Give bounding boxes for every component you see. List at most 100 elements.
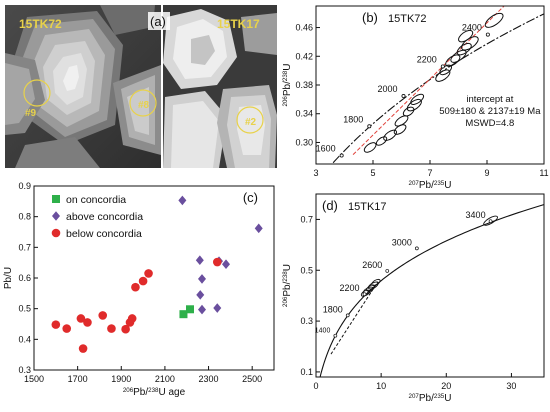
b-x-axis-label-part-2: 235	[434, 180, 445, 187]
c-point-on-concordia-0	[179, 310, 188, 319]
spot-circle-8	[129, 89, 157, 117]
spot-circle-9	[23, 79, 51, 107]
d-x-axis-label-part-0: 207	[409, 393, 420, 400]
b-y-tick-label-3: 0.42	[295, 51, 313, 61]
b-x-tick-label-4: 11	[539, 168, 548, 178]
d-age-label-2200: 2200	[340, 283, 360, 293]
d-error-ellipse-4	[371, 278, 381, 286]
pbu-vs-age-plot: 1500 1700 1900 2100 2300 2500 0.3 0.4 0.5 0.6 0.7 0…	[3, 181, 275, 399]
d-panel-label: (d)	[322, 198, 338, 213]
cl-image-15tk72	[5, 5, 161, 168]
d-concordia-curve	[319, 203, 544, 377]
c-point-above-concordia-4	[198, 304, 206, 315]
c-y-tick-label-2: 0.5	[18, 304, 31, 314]
b-error-ellipse-5	[402, 106, 415, 117]
d-x-axis-label-part-3: U	[444, 393, 451, 404]
d-x-tick-label-2: 20	[441, 381, 451, 391]
d-age-label-3400: 3400	[466, 210, 486, 220]
b-error-ellipse-7	[410, 93, 425, 105]
c-x-axis-label-part-2: 238	[148, 387, 159, 394]
b-y-axis-label-part-3: U	[282, 64, 293, 71]
c-x-tick-label-4: 2300	[199, 374, 219, 384]
d-age-marker-3	[385, 269, 390, 273]
c-legend-marker-on-concordia	[52, 195, 60, 203]
d-y-tick-label-2: 0.5	[300, 265, 313, 275]
b-age-marker-3	[440, 64, 445, 69]
b-error-ellipse-4	[394, 115, 409, 127]
b-x-axis-label-part-1: Pb/	[419, 180, 434, 190]
c-point-below-concordia-1	[62, 324, 72, 333]
concordia-plot-15tk72: 1600 1800 2000 2200 2400 3 5 7 9 11 0.30 0.34 0.38 0.…	[282, 5, 549, 191]
c-x-axis-label-part-1: Pb/	[133, 387, 148, 398]
panel-label-a-bg	[148, 12, 170, 30]
panel-label-a: (a)	[150, 14, 166, 29]
panel-c: 1500 1700 1900 2100 2300 2500 0.3 0.4 0.5 0.6 0.7 0…	[0, 181, 280, 407]
c-point-above-concordia-1	[195, 255, 204, 266]
d-age-marker-5	[488, 219, 493, 224]
c-x-axis-label-part-3: U age	[158, 387, 185, 398]
cl-image-15tk17	[163, 5, 277, 168]
d-x-axis-label-part-2: 235	[434, 393, 445, 400]
c-point-below-concordia-0	[51, 320, 61, 329]
b-y-axis-label: 206Pb/238U	[282, 64, 294, 107]
b-discordia-line	[352, 6, 505, 156]
b-x-tick-label-3: 9	[484, 168, 489, 178]
c-y-tick-label-1: 0.4	[18, 334, 31, 344]
sample-label-15tk17: 15TK17	[217, 17, 260, 31]
c-point-below-concordia-9	[127, 314, 137, 323]
c-y-tick-label-6: 0.9	[18, 182, 31, 191]
c-x-axis-label: 206Pb/238U age	[123, 387, 186, 399]
b-age-label-2200: 2200	[417, 54, 437, 64]
panel-a: 15TK72 15TK17 (a) #9 #8 #2	[5, 5, 277, 168]
concordia-plot-15tk17: 1400 1800 2200 2600 3000 3400 0 10 20 30 0.1 0.3 0.5…	[282, 193, 545, 404]
b-x-axis-label-part-3: U	[444, 180, 451, 190]
b-error-ellipse-6	[406, 98, 422, 112]
c-legend-label-above-concordia: above concordia	[66, 211, 143, 223]
c-legend-label-below-concordia: below concordia	[66, 228, 142, 240]
b-age-marker-4	[485, 32, 490, 37]
b-intercept-annotation-1: 509±180 & 2137±19 Ma	[439, 106, 541, 117]
b-y-tick-label-2: 0.38	[295, 80, 313, 90]
spot-circle-2	[236, 106, 264, 134]
d-y-axis-label-part-1: Pb/	[282, 281, 293, 296]
c-point-below-concordia-4	[83, 318, 92, 327]
d-y-axis-label-part-2: 238	[282, 271, 289, 282]
c-y-axis-label: Pb/U	[3, 267, 14, 289]
b-error-ellipse-14	[458, 29, 474, 43]
sample-label-15tk72: 15TK72	[19, 17, 62, 31]
d-y-tick-label-1: 0.3	[300, 316, 313, 326]
b-error-ellipse-12	[456, 42, 472, 56]
d-age-marker-0	[333, 333, 338, 338]
c-point-below-concordia-5	[98, 311, 108, 320]
d-discordia-line	[330, 281, 379, 355]
c-point-below-concordia-13	[212, 257, 222, 267]
b-concordia-curve	[331, 13, 544, 164]
b-x-axis-label-part-0: 207	[409, 180, 420, 187]
d-x-tick-label-0: 0	[313, 381, 318, 391]
b-y-tick-label-1: 0.34	[295, 109, 313, 119]
b-age-marker-2	[401, 94, 406, 99]
spot-label-2: #2	[245, 117, 257, 128]
b-y-axis-label-part-0: 206	[282, 96, 289, 107]
d-age-label-1400: 1400	[315, 328, 331, 335]
b-age-label-2000: 2000	[377, 84, 397, 94]
c-point-below-concordia-3	[78, 344, 88, 353]
c-x-tick-label-1: 1700	[68, 374, 88, 384]
c-x-axis-label-part-0: 206	[123, 387, 134, 394]
b-error-ellipse-10	[445, 54, 461, 67]
b-age-marker-0	[339, 153, 344, 158]
b-error-ellipse-11	[450, 49, 467, 63]
c-legend-marker-above-concordia	[52, 211, 60, 221]
b-error-ellipse-8	[435, 69, 451, 82]
d-y-axis-label: 206Pb/238U	[282, 264, 294, 307]
b-sample-label: 15TK72	[388, 13, 427, 25]
c-x-tick-label-3: 2100	[155, 374, 175, 384]
b-y-tick-label-4: 0.46	[295, 23, 313, 33]
c-y-tick-label-0: 0.3	[18, 365, 31, 375]
b-error-ellipse-1	[375, 136, 388, 146]
d-sample-label: 15TK17	[348, 201, 387, 213]
c-panel-label: (c)	[243, 190, 258, 205]
d-age-marker-1	[345, 313, 350, 318]
d-x-tick-label-3: 30	[506, 381, 516, 391]
b-x-tick-label-1: 5	[370, 168, 375, 178]
